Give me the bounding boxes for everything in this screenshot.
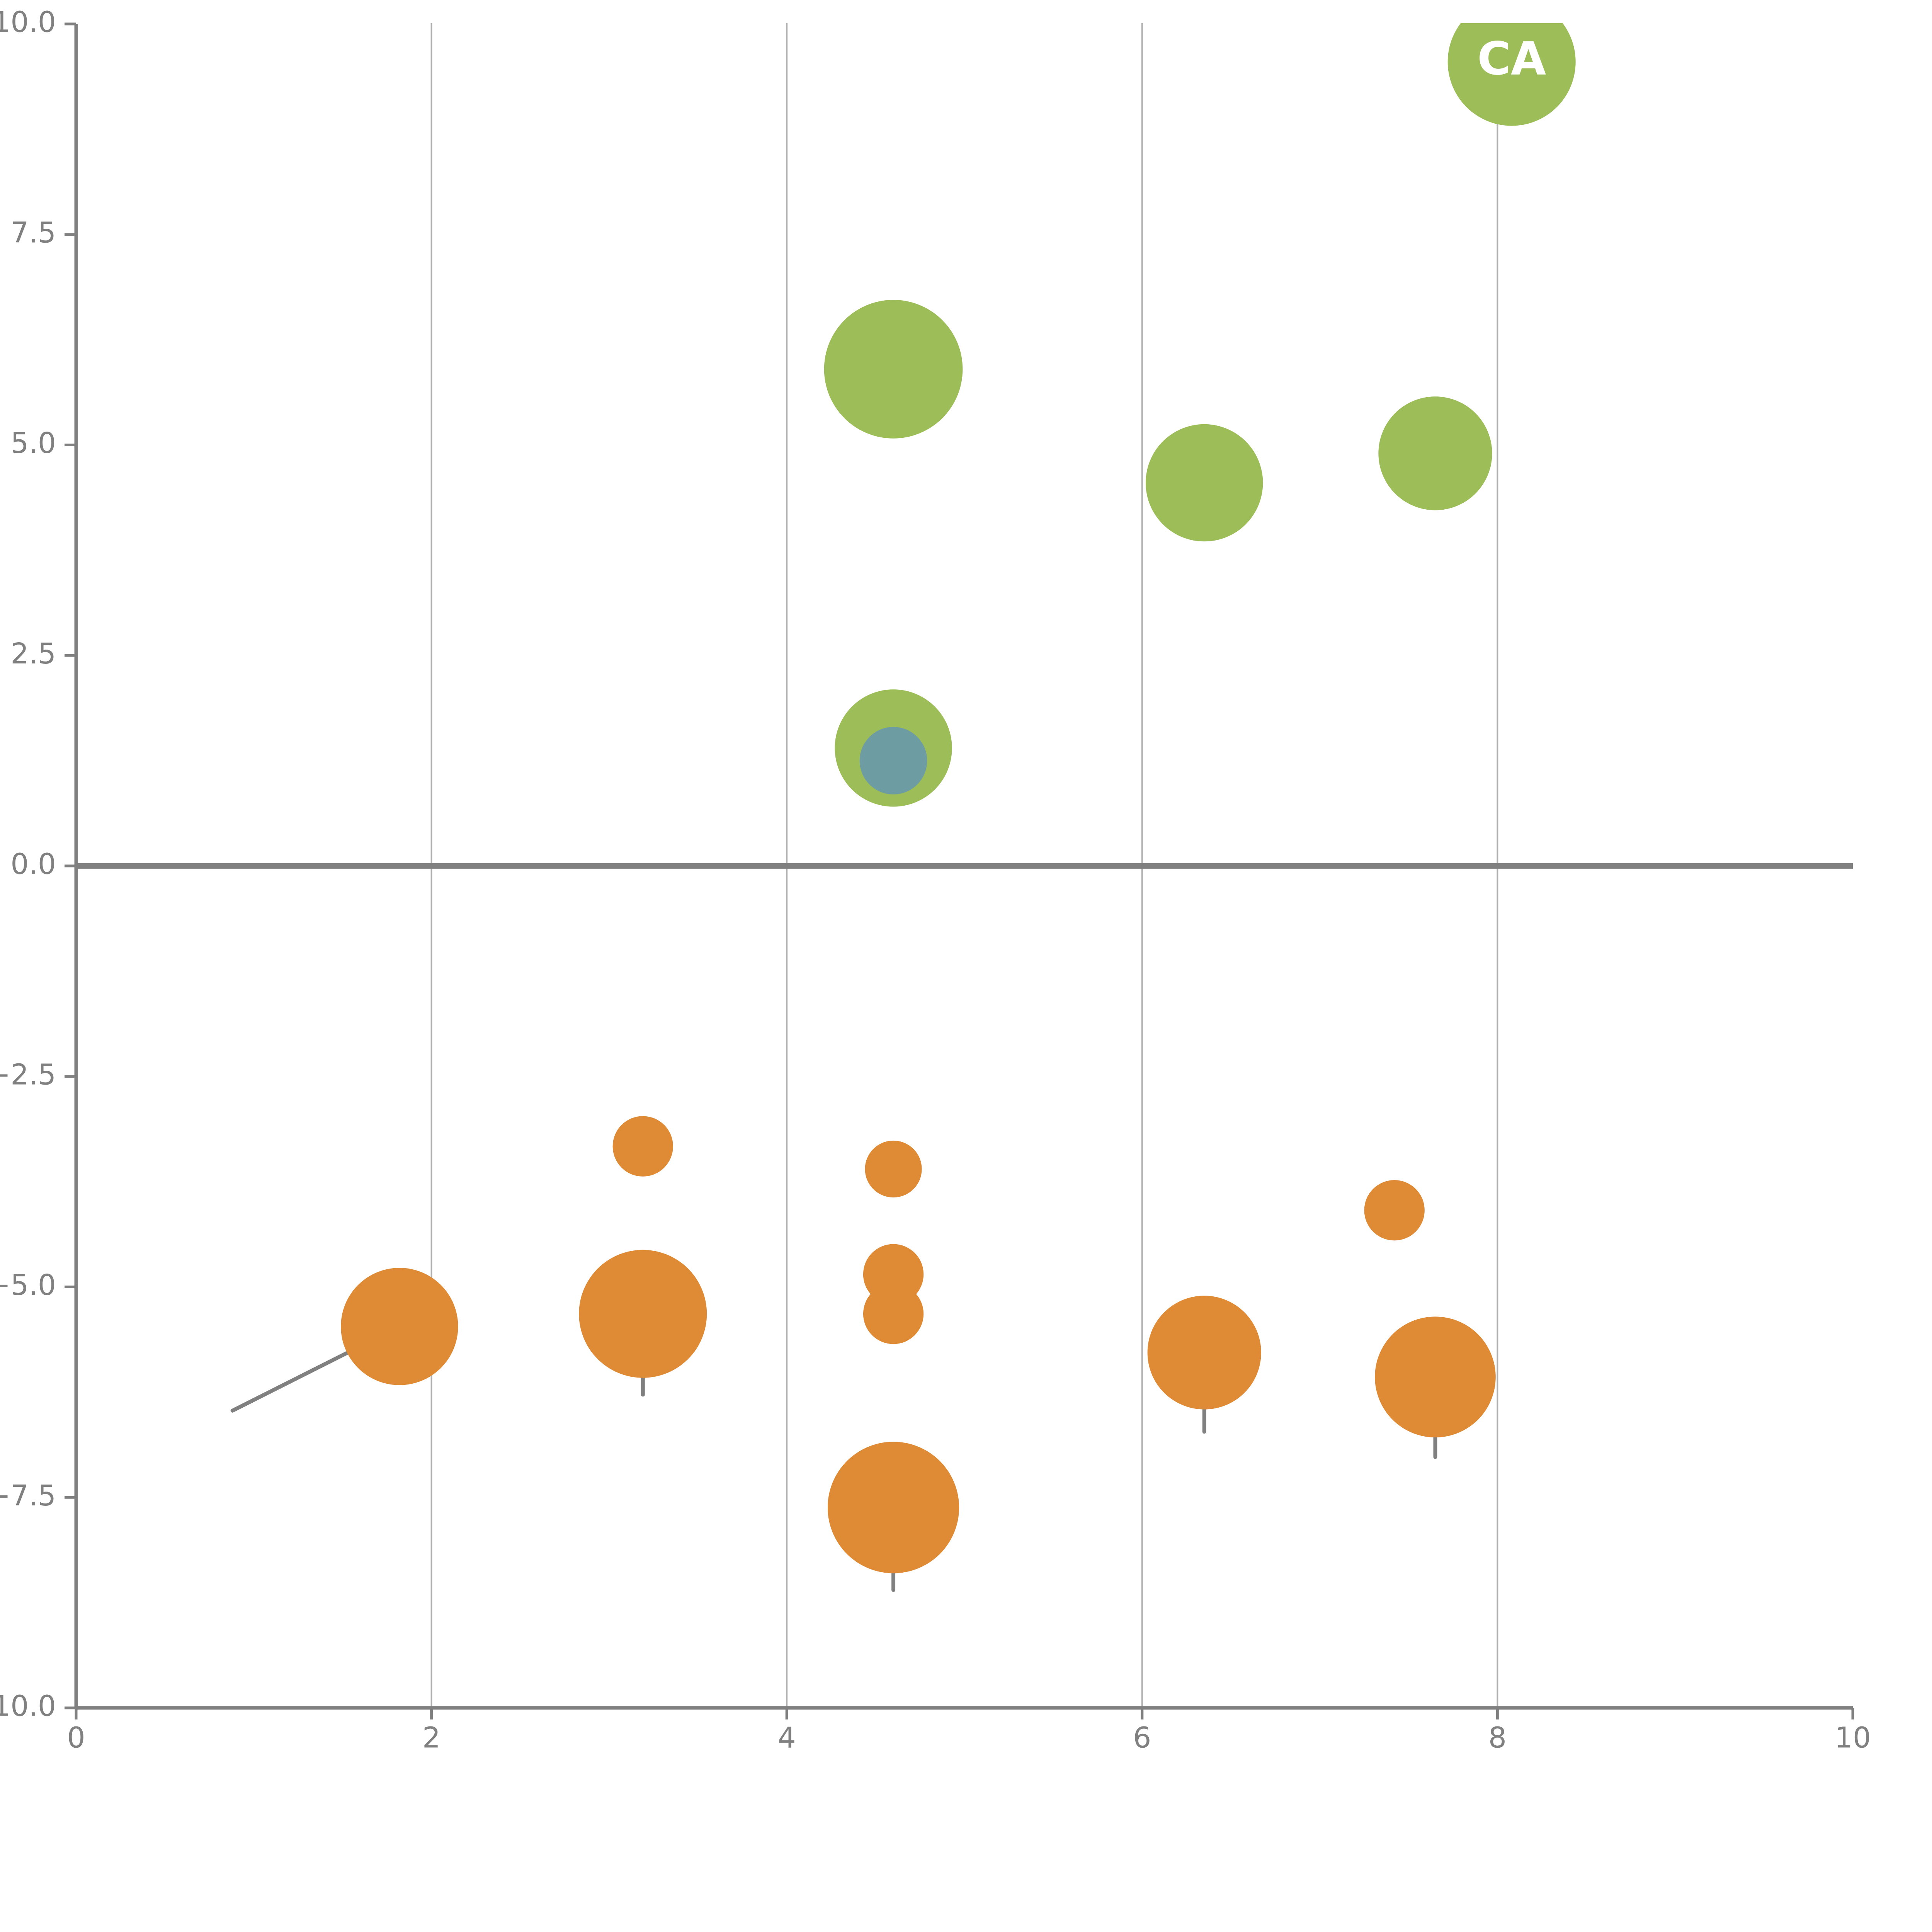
y-tick-label: 10.0 xyxy=(0,6,56,39)
bubble-positive[interactable] xyxy=(824,300,963,439)
y-tick-label: −5.0 xyxy=(0,1269,56,1302)
bubble-label: CA xyxy=(1477,32,1546,85)
bubble-positive[interactable] xyxy=(1447,0,1576,126)
y-tick-label: −10.0 xyxy=(0,1690,56,1723)
bubble-negative[interactable] xyxy=(827,1442,959,1573)
x-tick-label: 10 xyxy=(1835,1721,1871,1754)
y-tick-label-group: 10.0 7.5 5.0 2.5 0.0 −2.5 −5.0 −7.5 −10.0 xyxy=(0,6,56,1723)
bubble-negative[interactable] xyxy=(863,1284,924,1344)
x-tick-label-group: 0 2 4 6 8 10 xyxy=(67,1721,1871,1754)
y-tick-label: −2.5 xyxy=(0,1058,56,1091)
bubble-overlay[interactable] xyxy=(859,727,927,794)
x-tick-label: 8 xyxy=(1488,1721,1507,1754)
bubble-negative[interactable] xyxy=(612,1116,673,1177)
bubble-negative[interactable] xyxy=(1375,1316,1496,1437)
bubble-group: CA xyxy=(341,0,1576,1573)
x-tick-label: 6 xyxy=(1133,1721,1151,1754)
y-tick-label: 5.0 xyxy=(10,427,56,460)
y-tick-label: 2.5 xyxy=(10,637,56,670)
y-tick-label: 7.5 xyxy=(10,216,56,249)
bubble-positive[interactable] xyxy=(1378,396,1492,510)
y-tick-label: −7.5 xyxy=(0,1479,56,1512)
bubble-negative[interactable] xyxy=(1364,1180,1425,1241)
y-tick-label: 0.0 xyxy=(10,848,56,881)
x-tick-label: 0 xyxy=(67,1721,85,1754)
x-tick-label: 2 xyxy=(422,1721,440,1754)
bubble-negative[interactable] xyxy=(341,1268,458,1385)
bubble-positive[interactable] xyxy=(1145,424,1263,542)
bubble-negative[interactable] xyxy=(579,1250,707,1378)
x-tick-label: 4 xyxy=(778,1721,796,1754)
bubble-negative[interactable] xyxy=(1147,1296,1261,1410)
axis-group xyxy=(65,22,1854,1719)
bubble-negative[interactable] xyxy=(865,1140,922,1198)
